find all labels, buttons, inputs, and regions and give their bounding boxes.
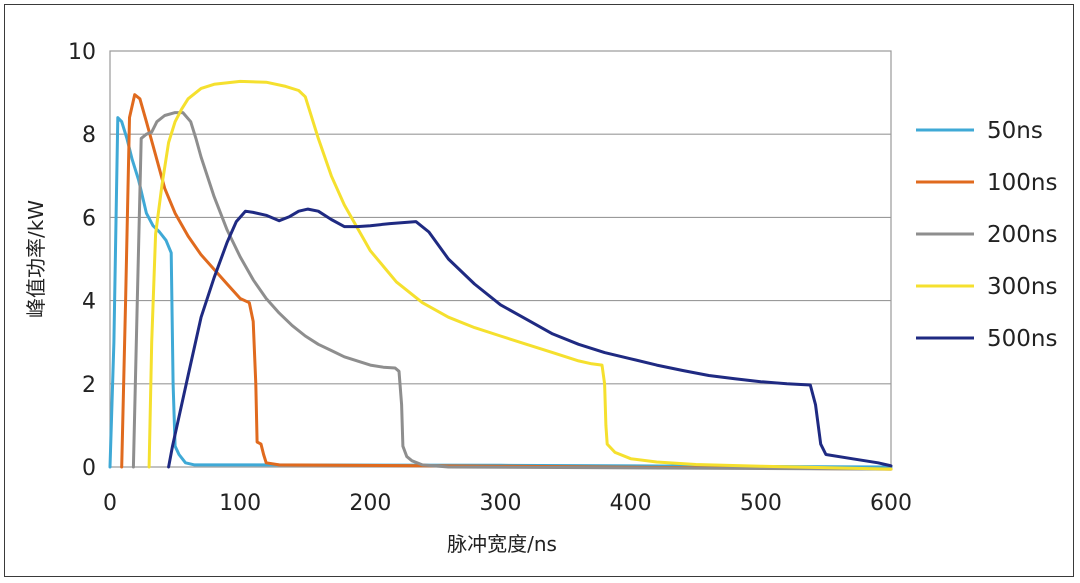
x-tick-label: 500 <box>740 491 782 516</box>
x-axis-title: 脉冲宽度/ns <box>447 532 557 556</box>
series-line-500ns <box>167 207 893 469</box>
legend-label: 100ns <box>987 170 1057 196</box>
y-axis-ticks: 0 2 4 6 8 10 <box>68 40 96 481</box>
x-tick-label: 200 <box>349 491 391 516</box>
legend-label: 500ns <box>987 326 1057 352</box>
legend-item-500ns: 500ns <box>916 326 1057 352</box>
plot-area <box>109 50 892 468</box>
y-tick-label: 0 <box>82 456 96 481</box>
legend-label: 50ns <box>987 118 1043 144</box>
y-tick-label: 8 <box>82 123 96 148</box>
y-tick-label: 4 <box>82 290 96 315</box>
y-tick-label: 10 <box>68 40 96 65</box>
y-tick-label: 6 <box>82 206 96 231</box>
legend-label: 300ns <box>987 274 1057 300</box>
x-tick-label: 0 <box>103 491 117 516</box>
legend-label: 200ns <box>987 222 1057 248</box>
legend-item-100ns: 100ns <box>916 170 1057 196</box>
legend: 50ns 100ns 200ns 300ns 500ns <box>916 118 1057 352</box>
series-lines <box>108 79 893 471</box>
series-line-300ns <box>147 79 893 471</box>
y-tick-label: 2 <box>82 373 96 398</box>
series-line-200ns <box>131 111 893 471</box>
series-line-100ns <box>120 93 893 471</box>
legend-item-50ns: 50ns <box>916 118 1043 144</box>
legend-item-200ns: 200ns <box>916 222 1057 248</box>
y-axis-title: 峰值功率/kW <box>24 200 48 318</box>
series-line-50ns <box>108 116 893 469</box>
legend-item-300ns: 300ns <box>916 274 1057 300</box>
x-tick-label: 300 <box>480 491 522 516</box>
x-tick-label: 400 <box>610 491 652 516</box>
x-tick-label: 100 <box>219 491 261 516</box>
x-tick-label: 600 <box>870 491 912 516</box>
x-axis-ticks: 0 100 200 300 400 500 600 <box>103 491 912 516</box>
